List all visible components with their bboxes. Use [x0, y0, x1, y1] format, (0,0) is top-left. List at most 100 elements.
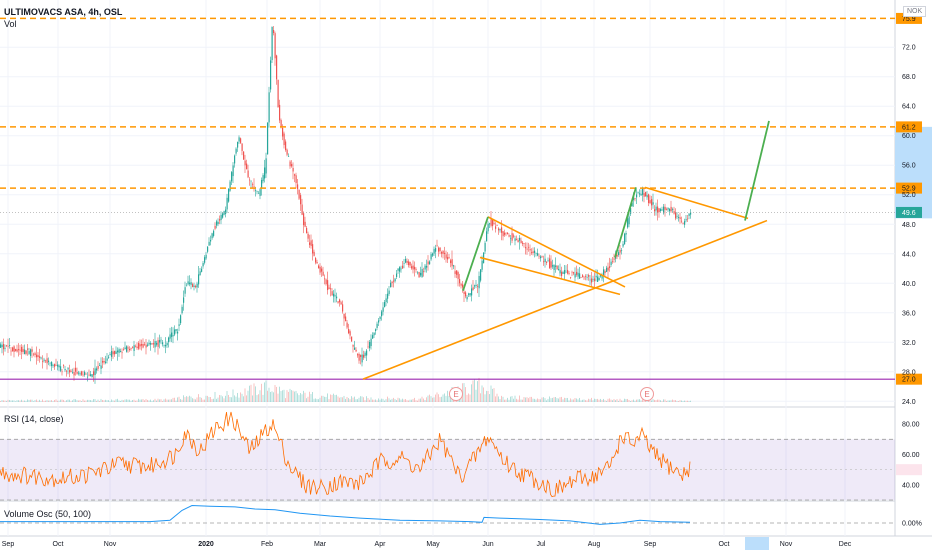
volume-bar [664, 399, 666, 402]
volume-bar [87, 399, 88, 402]
candle-body [421, 268, 423, 278]
volume-bar [672, 399, 673, 402]
candle-body [613, 258, 615, 260]
volume-bar [562, 399, 564, 402]
earnings-marker[interactable]: E [640, 387, 654, 401]
candle-body [369, 341, 371, 349]
vosc-line [0, 504, 691, 525]
volume-bar [468, 393, 469, 402]
candle-body [265, 158, 267, 174]
candle-body [510, 238, 512, 240]
volume-bar [418, 398, 420, 402]
candle-body [289, 161, 291, 167]
volume-bar [39, 399, 40, 402]
candle-body [219, 219, 221, 221]
candle-body [102, 361, 104, 363]
candle-body [91, 374, 93, 378]
candle-body [157, 340, 159, 347]
candle-body [517, 240, 519, 243]
candle-body [577, 272, 579, 277]
candle-body [523, 243, 525, 244]
candle-body [33, 353, 35, 355]
candle-body [1, 344, 3, 348]
volume-bar [616, 399, 618, 402]
volume-bar [280, 391, 282, 402]
rsi-tick-label: 60.00 [902, 452, 920, 459]
volume-bar [522, 399, 523, 402]
volume-bar [295, 390, 297, 402]
volume-bar [187, 396, 189, 402]
volume-bar [690, 400, 691, 402]
volume-bar [663, 399, 664, 402]
volume-bar [357, 399, 358, 402]
candle-body [532, 251, 534, 253]
volume-bar [259, 390, 261, 402]
candle-body [684, 221, 686, 225]
candle-body [573, 272, 575, 274]
candle-body [73, 372, 75, 376]
candle-body [612, 261, 614, 262]
volume-bar [153, 400, 154, 402]
volume-bar [613, 399, 615, 402]
volume-bar [201, 397, 202, 402]
volume-bar [475, 389, 477, 402]
volume-bar [628, 399, 630, 402]
volume-bar [592, 400, 594, 402]
volume-bar [277, 393, 279, 402]
volume-bar [601, 399, 603, 402]
volume-bar [447, 390, 448, 402]
candle-body [394, 278, 396, 282]
volume-bar [573, 399, 574, 402]
volume-bar [460, 395, 462, 402]
volume-bar [346, 396, 348, 402]
volume-bar [279, 386, 280, 402]
trendline-orange [644, 186, 749, 220]
volume-bar [345, 398, 346, 402]
volume-bar [426, 397, 427, 402]
candle-body [472, 287, 474, 290]
candle-body [52, 365, 54, 366]
volume-bar [618, 400, 619, 402]
volume-bar [229, 397, 231, 402]
candle-body [414, 266, 416, 270]
candle-body [385, 298, 387, 302]
volume-bar [145, 398, 147, 402]
candle-body [286, 149, 288, 155]
candle-body [250, 180, 252, 182]
volume-bar [559, 397, 561, 402]
candle-body [340, 302, 342, 305]
time-tick-label: Nov [104, 541, 117, 548]
volume-bar [594, 398, 595, 402]
currency-button[interactable]: NOK [903, 6, 927, 17]
candle-body [180, 315, 182, 324]
candle-body [72, 372, 74, 373]
price-tick-label: 44.0 [902, 251, 916, 258]
candle-body [643, 193, 645, 197]
candle-body [46, 358, 48, 364]
last-price-tag [896, 206, 922, 218]
volume-bar [615, 400, 616, 402]
volume-bar [193, 398, 195, 402]
candle-body [357, 354, 359, 356]
candle-body [651, 199, 653, 206]
candle-body [96, 368, 98, 371]
candle-body [571, 271, 573, 273]
candle-body [129, 348, 131, 351]
volume-bar [637, 399, 639, 402]
candle-body [171, 332, 173, 337]
volume-bar [673, 400, 675, 402]
volume-bar [1, 400, 3, 402]
candle-body [361, 354, 363, 363]
volume-bar [258, 394, 259, 402]
candle-body [376, 323, 378, 328]
candle-body [505, 232, 507, 234]
earnings-marker[interactable]: E [449, 387, 463, 401]
candle-body [570, 277, 572, 278]
candle-body [606, 267, 608, 272]
volume-bar [463, 383, 465, 402]
volume-bar [624, 398, 625, 402]
candle-body [16, 349, 18, 352]
candle-body [312, 244, 314, 254]
volume-bar [330, 394, 331, 402]
